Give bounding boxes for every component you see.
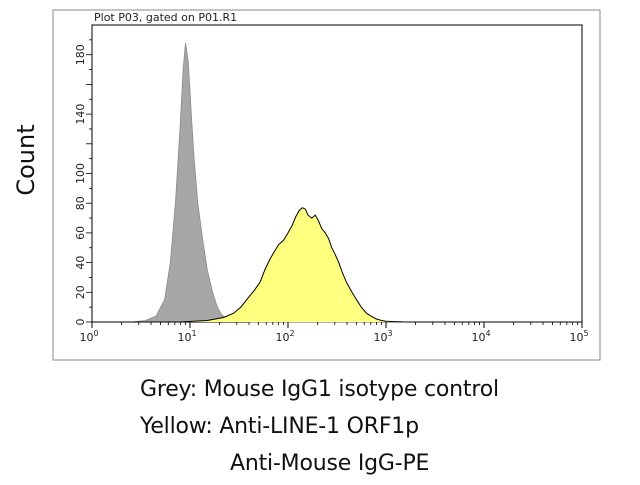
series-1-outline bbox=[92, 207, 582, 323]
series-0-outline bbox=[92, 42, 582, 323]
y-tick-label-6: 140 bbox=[74, 104, 87, 125]
x-tick-label-3: 103 bbox=[373, 329, 392, 344]
caption-secondary: Anti-Mouse IgG-PE bbox=[230, 451, 430, 476]
chart-title: Plot P03, gated on P01.R1 bbox=[94, 11, 237, 24]
x-tick-label-1: 101 bbox=[177, 329, 196, 344]
x-tick-label-4: 104 bbox=[471, 329, 490, 344]
y-tick-label-5: 100 bbox=[74, 163, 87, 184]
y-tick-label-3: 60 bbox=[74, 226, 87, 240]
x-tick-label-2: 102 bbox=[275, 329, 294, 344]
y-tick-label-0: 0 bbox=[74, 319, 87, 326]
x-tick-label-0: 100 bbox=[79, 329, 98, 344]
x-axis: 100 101 102 103 104 105 bbox=[79, 322, 589, 344]
y-axis: 0 20 40 60 80 100 140 180 bbox=[74, 39, 92, 326]
y-tick-label-2: 40 bbox=[74, 256, 87, 270]
caption-yellow: Yellow: Anti-LINE-1 ORF1p bbox=[140, 414, 419, 439]
x-tick-label-5: 105 bbox=[569, 329, 588, 344]
y-tick-label-1: 20 bbox=[74, 285, 87, 299]
series-0-area bbox=[92, 42, 582, 323]
series-layer bbox=[92, 42, 582, 323]
y-axis-label: Count bbox=[12, 124, 40, 196]
y-tick-label-7: 180 bbox=[74, 44, 87, 65]
caption-grey: Grey: Mouse IgG1 isotype control bbox=[140, 377, 499, 402]
series-1-area bbox=[92, 207, 582, 322]
y-tick-label-4: 80 bbox=[74, 196, 87, 210]
